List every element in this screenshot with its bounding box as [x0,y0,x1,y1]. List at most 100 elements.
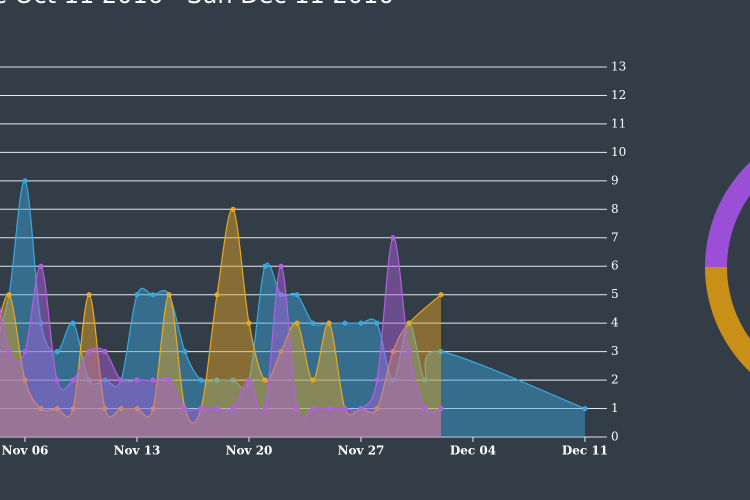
point [70,320,76,326]
point [406,320,412,326]
point [38,320,44,326]
point [182,349,188,355]
point [262,263,268,269]
point [6,349,12,355]
point [390,235,396,241]
point [358,320,364,326]
point [22,178,28,184]
x-tick-label: Dec 11 [562,444,608,458]
x-tick-label: Nov 27 [338,444,385,458]
y-tick-label: 4 [611,316,619,330]
point [198,405,204,412]
point [150,405,156,412]
point [262,405,268,412]
point [118,377,124,383]
point [422,405,428,412]
point [134,405,140,412]
x-tick-label: Nov 13 [114,444,161,458]
point [310,377,316,383]
point [422,377,428,383]
donut [705,162,750,372]
point [134,292,140,298]
point [166,292,172,298]
y-tick-label: 13 [611,60,626,74]
point [118,405,124,412]
y-tick-label: 11 [611,116,626,130]
y-tick-label: 2 [611,373,619,387]
x-tick-label: Dec 04 [450,444,496,458]
area [0,180,585,437]
point [22,377,28,383]
point [86,292,92,298]
point [22,349,28,355]
point [166,377,172,383]
point [310,320,316,326]
y-tick-label: 3 [611,344,619,358]
y-tick-label: 7 [611,230,619,244]
area [0,209,441,437]
point [54,377,60,383]
y-tick-label: 10 [611,145,626,159]
point [438,405,444,412]
point [102,377,108,383]
point [214,405,220,412]
donut-segment [705,267,750,372]
point [294,292,300,298]
point [582,405,588,412]
point [70,377,76,383]
point [278,263,284,269]
point [374,320,380,326]
point [198,377,204,383]
point [102,349,108,355]
line [0,237,442,420]
y-tick-label: 8 [611,202,619,216]
point [278,292,284,298]
point [390,377,396,383]
point [326,405,332,412]
y-tick-label: 12 [611,88,626,102]
y-tick-label: 1 [611,401,619,415]
point [230,206,236,212]
point [102,405,108,412]
point [182,405,188,412]
point [38,263,44,269]
point [54,349,60,355]
area [0,237,441,437]
point [358,405,364,412]
point [262,377,268,383]
x-tick-label: Nov 06 [2,444,49,458]
point [406,349,412,355]
point [230,405,236,412]
y-tick-label: 0 [611,430,619,444]
point [342,405,348,412]
point [278,349,284,355]
point [214,292,220,298]
point [374,405,380,412]
point [86,349,92,355]
line [0,180,586,410]
point [438,292,444,298]
point [294,405,300,412]
series [0,235,444,437]
point [294,320,300,326]
donut-segment [705,162,750,267]
point [150,377,156,383]
point [150,292,156,298]
point [214,377,220,383]
y-tick-label: 6 [611,259,619,273]
y-tick-label: 9 [611,173,619,187]
point [310,405,316,412]
point [438,349,444,355]
point [70,405,76,412]
point [134,377,140,383]
point [374,377,380,383]
point [38,405,44,412]
point [246,377,252,383]
point [342,320,348,326]
y-tick-label: 5 [611,287,619,301]
chart-title: Tue Oct 11 2016 - Sun Dec 11 2016 [0,0,394,9]
point [6,292,12,298]
point [326,320,332,326]
point [54,405,60,412]
